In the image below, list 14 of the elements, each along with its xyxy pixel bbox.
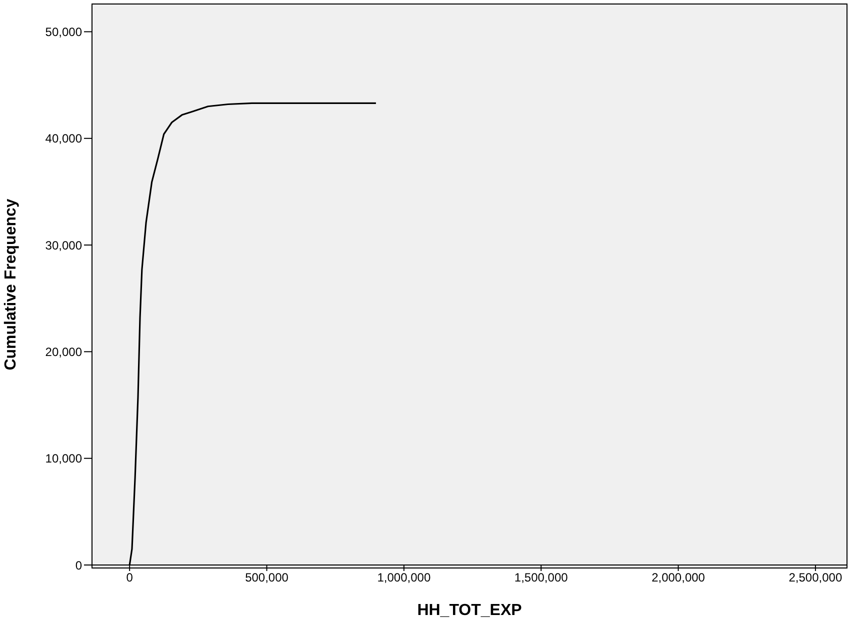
y-axis-title: Cumulative Frequency [2, 198, 20, 370]
y-tick-label: 0 [75, 558, 82, 572]
y-tick-label: 10,000 [45, 452, 82, 466]
x-tick-label: 0 [126, 570, 134, 585]
y-tick-label: 50,000 [45, 24, 82, 39]
x-tick-label: 2,000,000 [652, 570, 706, 585]
y-tick-label: 30,000 [45, 238, 82, 252]
x-tick-label: 1,000,000 [377, 570, 431, 585]
x-tick-label: 1,500,000 [514, 570, 568, 585]
x-tick-label: 2,500,000 [788, 570, 842, 585]
x-axis-title: HH_TOT_EXP [417, 602, 522, 619]
y-tick-label: 40,000 [45, 132, 82, 146]
x-tick-label: 500,000 [245, 570, 289, 585]
y-tick-label: 20,000 [45, 344, 82, 359]
